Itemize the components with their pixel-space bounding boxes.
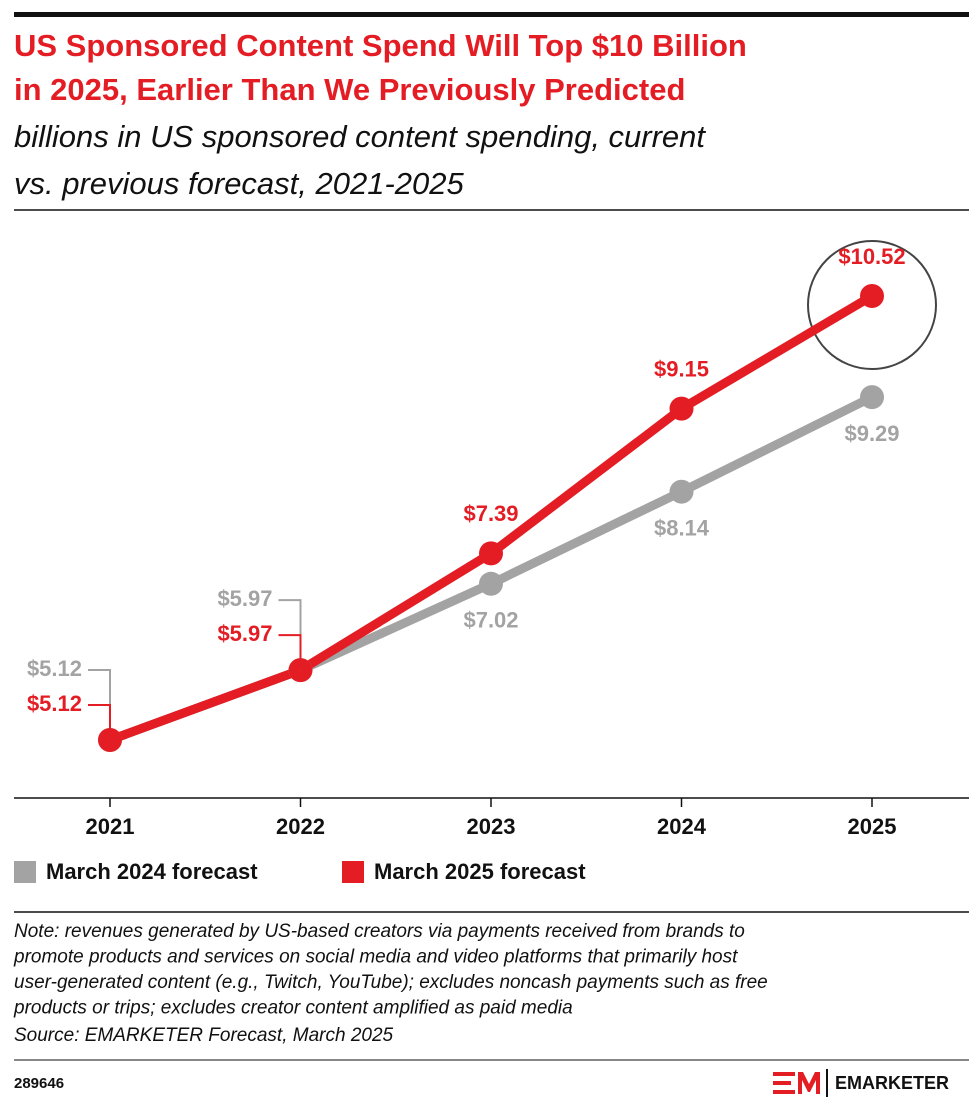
top-rule bbox=[14, 12, 969, 17]
marker bbox=[860, 284, 884, 308]
chart-title: in 2025, Earlier Than We Previously Pred… bbox=[14, 72, 685, 107]
x-tick-label: 2023 bbox=[467, 814, 516, 839]
x-tick-label: 2022 bbox=[276, 814, 325, 839]
value-label: $7.39 bbox=[463, 501, 518, 526]
legend-label: March 2024 forecast bbox=[46, 859, 258, 884]
x-tick-label: 2024 bbox=[657, 814, 707, 839]
logo bbox=[773, 1069, 828, 1097]
legend-swatch bbox=[342, 861, 364, 883]
note: Note: revenues generated by US-based cre… bbox=[14, 921, 745, 942]
value-label: $5.97 bbox=[217, 586, 272, 611]
value-label: $7.02 bbox=[463, 608, 518, 633]
line bbox=[108, 393, 875, 745]
value-label: $5.12 bbox=[27, 691, 82, 716]
x-tick-label: 2021 bbox=[86, 814, 135, 839]
marker bbox=[669, 396, 694, 421]
value-label: $10.52 bbox=[838, 244, 905, 269]
chart-subtitle: billions in US sponsored content spendin… bbox=[14, 119, 706, 154]
value-label: $5.12 bbox=[27, 656, 82, 681]
value-label: $8.14 bbox=[654, 516, 710, 541]
note: user-generated content (e.g., Twitch, Yo… bbox=[14, 972, 768, 993]
leader-line bbox=[278, 634, 302, 671]
note: products or trips; excludes creator cont… bbox=[13, 998, 573, 1019]
chart-title: US Sponsored Content Spend Will Top $10 … bbox=[14, 28, 747, 63]
highlight-circle bbox=[807, 240, 937, 370]
value-label: $5.97 bbox=[217, 621, 272, 646]
legend-label: March 2025 forecast bbox=[374, 859, 586, 884]
marker bbox=[860, 385, 884, 410]
legend-swatch bbox=[14, 861, 36, 883]
note: promote products and services on social … bbox=[13, 947, 738, 968]
chart-id: 289646 bbox=[14, 1075, 64, 1092]
marker bbox=[479, 541, 503, 566]
source: Source: EMARKETER Forecast, March 2025 bbox=[14, 1025, 394, 1046]
x-tick-label: 2025 bbox=[848, 814, 897, 839]
marker bbox=[479, 571, 503, 596]
chart-subtitle: vs. previous forecast, 2021-2025 bbox=[14, 166, 465, 201]
value-label: $9.29 bbox=[844, 421, 899, 446]
value-label: $9.15 bbox=[654, 356, 709, 381]
brand: EMARKETER bbox=[835, 1073, 949, 1093]
marker bbox=[669, 479, 694, 504]
leader-line bbox=[88, 704, 111, 740]
